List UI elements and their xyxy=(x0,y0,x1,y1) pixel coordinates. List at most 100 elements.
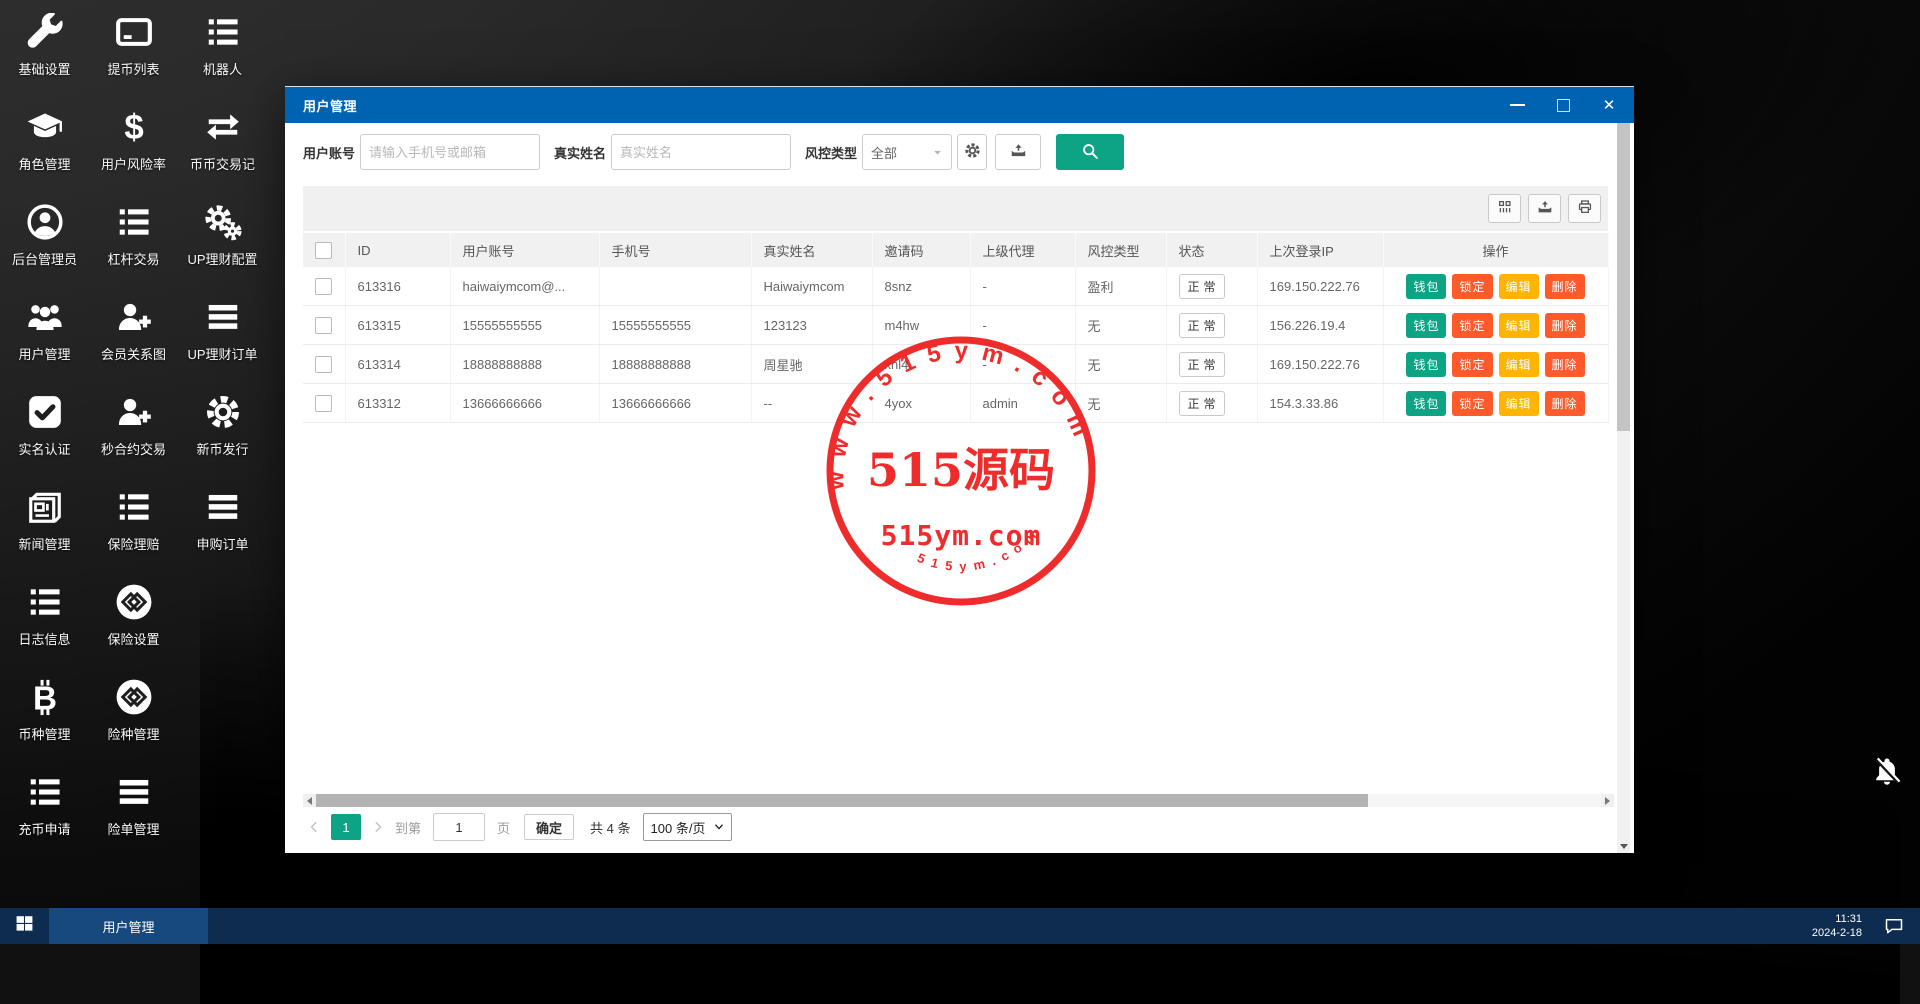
taskbar-clock[interactable]: 11:31 2024-2-18 xyxy=(1812,912,1862,941)
close-button[interactable]: ✕ xyxy=(1602,97,1616,114)
status-badge[interactable]: 正常 xyxy=(1178,390,1225,416)
cell-invite: 4yox xyxy=(872,383,971,423)
desktop-icon-新闻管理[interactable]: 新闻管理 xyxy=(0,475,89,570)
risk-type-filter-label: 风控类型 xyxy=(805,145,858,161)
desktop-icon-用户风险率[interactable]: $ 用户风险率 xyxy=(89,95,178,190)
desktop-icon-币币交易记[interactable]: 币币交易记 xyxy=(178,95,267,190)
notifications-off-icon[interactable] xyxy=(1872,756,1902,786)
desktop-icon-机器人[interactable]: 机器人 xyxy=(178,0,267,95)
desktop-icon-申购订单[interactable]: 申购订单 xyxy=(178,475,267,570)
list-icon xyxy=(113,202,155,242)
account-filter-input[interactable] xyxy=(360,134,541,170)
desktop-icon-UP理财配置[interactable]: UP理财配置 xyxy=(178,190,267,285)
action-button-钱包[interactable]: 钱包 xyxy=(1406,312,1447,338)
action-button-编辑[interactable]: 编辑 xyxy=(1498,390,1539,416)
filter-settings-button[interactable] xyxy=(957,134,988,170)
vertical-scrollbar-thumb[interactable] xyxy=(1617,123,1630,431)
select-all-checkbox[interactable] xyxy=(315,241,332,259)
column-settings-button[interactable] xyxy=(1488,194,1521,223)
desktop-icon-用户管理[interactable]: 用户管理 xyxy=(0,285,89,380)
action-button-钱包[interactable]: 钱包 xyxy=(1406,390,1447,416)
goto-confirm-button[interactable]: 确定 xyxy=(524,814,575,840)
export-button[interactable] xyxy=(1528,194,1561,223)
row-checkbox[interactable] xyxy=(315,316,332,334)
desktop-icon-会员关系图[interactable]: 会员关系图 xyxy=(89,285,178,380)
window-titlebar[interactable]: 用户管理 ✕ xyxy=(285,87,1634,123)
scroll-left-arrow-icon[interactable] xyxy=(303,794,316,807)
scroll-right-arrow-icon[interactable] xyxy=(1601,794,1614,807)
action-button-编辑[interactable]: 编辑 xyxy=(1498,351,1539,377)
desktop-icon-险种管理[interactable]: 险种管理 xyxy=(89,665,178,760)
row-checkbox[interactable] xyxy=(315,394,332,412)
row-checkbox[interactable] xyxy=(315,277,332,295)
chat-bubble-icon[interactable] xyxy=(1884,916,1904,936)
action-button-锁定[interactable]: 锁定 xyxy=(1452,390,1493,416)
status-badge[interactable]: 正常 xyxy=(1178,273,1225,299)
horizontal-scrollbar[interactable] xyxy=(303,794,1614,807)
action-button-编辑[interactable]: 编辑 xyxy=(1498,273,1539,299)
desktop-icon-杠杆交易[interactable]: 杠杆交易 xyxy=(89,190,178,285)
minimize-button[interactable] xyxy=(1494,87,1540,123)
desktop-icon-label: 杠杆交易 xyxy=(107,252,160,267)
vertical-scrollbar[interactable] xyxy=(1617,123,1630,853)
risk-type-select[interactable]: 全部 xyxy=(862,134,953,170)
svg-text:$: $ xyxy=(124,108,143,146)
status-badge[interactable]: 正常 xyxy=(1178,312,1225,338)
desktop-icon-UP理财订单[interactable]: UP理财订单 xyxy=(178,285,267,380)
horizontal-scrollbar-thumb[interactable] xyxy=(316,794,1368,807)
action-button-删除[interactable]: 删除 xyxy=(1544,312,1585,338)
desktop-icon-保险理赔[interactable]: 保险理赔 xyxy=(89,475,178,570)
desktop-icon-row: 充币申请 险单管理 xyxy=(0,760,270,855)
table-toolbar-buttons xyxy=(1488,194,1608,223)
action-button-删除[interactable]: 删除 xyxy=(1544,273,1585,299)
desktop-icon-row: 角色管理 $ 用户风险率 币币交易记 xyxy=(0,95,270,190)
desktop-icon-label: 币种管理 xyxy=(18,727,71,742)
desktop-icon-币种管理[interactable]: B 币种管理 xyxy=(0,665,89,760)
cell-id: 613312 xyxy=(345,383,451,423)
desktop-icon-实名认证[interactable]: 实名认证 xyxy=(0,380,89,475)
user-circle-icon xyxy=(24,202,66,242)
user-management-window: 用户管理 ✕ 用户账号 真实姓名 风控类型 全部 xyxy=(285,86,1634,853)
desktop-icon-角色管理[interactable]: 角色管理 xyxy=(0,95,89,190)
start-button[interactable] xyxy=(0,908,49,944)
action-button-锁定[interactable]: 锁定 xyxy=(1452,273,1493,299)
cell-account: 13666666666 xyxy=(450,383,600,423)
cell-actions: 钱包 锁定 编辑 删除 xyxy=(1383,344,1609,384)
column-header-真实姓名: 真实姓名 xyxy=(751,233,873,267)
action-button-钱包[interactable]: 钱包 xyxy=(1406,273,1447,299)
action-button-钱包[interactable]: 钱包 xyxy=(1406,351,1447,377)
page-size-select[interactable]: 100 条/页 xyxy=(642,813,733,841)
maximize-button[interactable] xyxy=(1540,87,1586,123)
prev-page-icon[interactable] xyxy=(303,814,325,840)
goto-page-input[interactable] xyxy=(433,813,486,841)
desktop-icon-提币列表[interactable]: 提币列表 xyxy=(89,0,178,95)
desktop-icon-秒合约交易[interactable]: 秒合约交易 xyxy=(89,380,178,475)
desktop-icon-后台管理员[interactable]: 后台管理员 xyxy=(0,190,89,285)
action-button-编辑[interactable]: 编辑 xyxy=(1498,312,1539,338)
search-button[interactable] xyxy=(1056,134,1125,170)
desktop-icon-险单管理[interactable]: 险单管理 xyxy=(89,760,178,855)
column-settings-icon xyxy=(1497,199,1513,218)
list-icon xyxy=(202,12,244,52)
desktop-icon-label: 实名认证 xyxy=(18,442,71,457)
desktop-icon-日志信息[interactable]: 日志信息 xyxy=(0,570,89,665)
print-button[interactable] xyxy=(1568,194,1601,223)
row-checkbox[interactable] xyxy=(315,355,332,373)
status-badge[interactable]: 正常 xyxy=(1178,351,1225,377)
next-page-icon[interactable] xyxy=(367,814,389,840)
export-data-button[interactable] xyxy=(995,134,1042,170)
desktop-icon-基础设置[interactable]: 基础设置 xyxy=(0,0,89,95)
desktop-icon-保险设置[interactable]: 保险设置 xyxy=(89,570,178,665)
action-button-锁定[interactable]: 锁定 xyxy=(1452,312,1493,338)
scroll-down-arrow-icon[interactable] xyxy=(1617,840,1630,853)
taskbar-item-user-management[interactable]: 用户管理 xyxy=(49,908,208,944)
page-1-button[interactable]: 1 xyxy=(331,814,361,840)
desktop-icon-新币发行[interactable]: 新币发行 xyxy=(178,380,267,475)
action-button-锁定[interactable]: 锁定 xyxy=(1452,351,1493,377)
action-button-删除[interactable]: 删除 xyxy=(1544,390,1585,416)
desktop-icon-充币申请[interactable]: 充币申请 xyxy=(0,760,89,855)
action-button-删除[interactable]: 删除 xyxy=(1544,351,1585,377)
table-toolbar xyxy=(303,186,1608,231)
realname-filter-input[interactable] xyxy=(611,134,792,170)
column-header-ID: ID xyxy=(345,233,451,267)
